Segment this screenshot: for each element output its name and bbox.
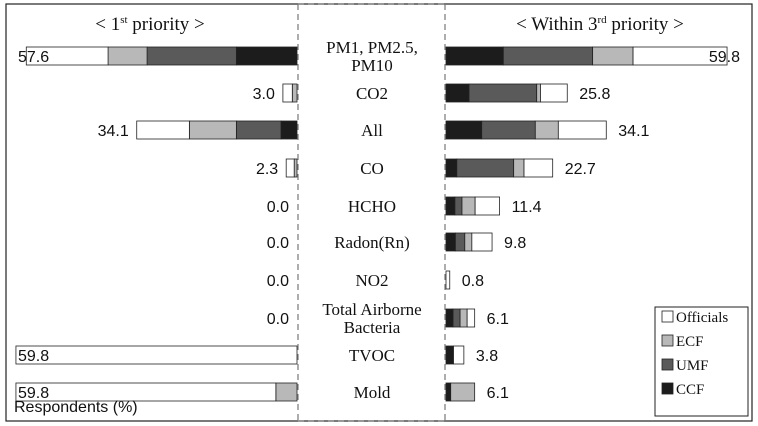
category-label: PM1, PM2.5, [326, 38, 418, 57]
value-label-left: 0.0 [267, 311, 289, 328]
bar-left-ecf [291, 83, 298, 103]
bar-right-ccf [445, 308, 454, 328]
bar-right-officials [474, 196, 500, 216]
bar-left-officials [25, 46, 109, 66]
bar-left-officials [285, 158, 295, 178]
legend-items: Officials ECF UMF CCF [661, 310, 728, 398]
value-label-right: 25.8 [579, 86, 610, 103]
bar-left-ecf [293, 158, 298, 178]
category-label: PM10 [351, 56, 393, 75]
bar-left-umf [235, 120, 282, 140]
x-axis-label: Respondents (%) [14, 399, 138, 416]
bar-right-umf [454, 196, 463, 216]
legend-label-ecf: ECF [676, 334, 704, 350]
bar-right-ccf [445, 196, 456, 216]
bar-right-ccf [445, 46, 504, 66]
right-panel-title: < Within 3rd priority > [516, 14, 684, 35]
category-label: Bacteria [344, 318, 401, 337]
value-label-left: 3.0 [253, 86, 275, 103]
value-label-left: 59.8 [18, 348, 49, 365]
bar-left-officials [15, 345, 298, 365]
bar-left-ccf [280, 120, 298, 140]
value-label-left: 0.0 [267, 235, 289, 252]
right-value-labels: 59.8 25.8 34.1 22.7 11.4 9.8 0.8 6.1 3.8 6.1 [462, 49, 740, 402]
bar-left-ecf [188, 120, 237, 140]
bar-left-ccf [235, 46, 298, 66]
bar-left-officials [15, 382, 277, 402]
value-label-left: 57.6 [18, 49, 49, 66]
bar-right-umf [481, 120, 536, 140]
bar-right-officials [557, 120, 607, 140]
legend-label-umf: UMF [676, 358, 709, 374]
legend-swatch-officials [661, 310, 674, 323]
legend: Officials ECF UMF CCF [654, 306, 749, 417]
bar-right-ccf [445, 382, 452, 402]
left-bars-group [15, 46, 298, 402]
bar-right-officials [540, 83, 568, 103]
value-label-right: 11.4 [512, 199, 542, 216]
legend-swatch-umf [661, 358, 674, 371]
bar-right-officials [453, 345, 465, 365]
bar-right-officials [471, 232, 493, 252]
left-value-labels: 57.6 3.0 34.1 2.3 0.0 0.0 0.0 0.0 59.8 59.8 [18, 49, 289, 402]
value-label-left: 34.1 [98, 123, 129, 140]
value-label-right: 9.8 [504, 235, 526, 252]
category-label: TVOC [349, 346, 395, 365]
value-label-right: 59.8 [709, 49, 740, 66]
legend-label-officials: Officials [676, 310, 728, 326]
bar-right-umf [456, 158, 515, 178]
legend-label-ccf: CCF [676, 382, 704, 398]
bar-right-ecf [450, 382, 476, 402]
bar-left-ecf [107, 46, 148, 66]
bar-right-ccf [445, 345, 454, 365]
bar-right-ecf [536, 83, 541, 103]
legend-swatch-ecf [661, 334, 674, 347]
right-bars-group [445, 46, 728, 402]
left-panel-title: < 1st priority > [95, 14, 205, 35]
value-label-left: 0.0 [267, 273, 289, 290]
bar-right-ccf [445, 83, 470, 103]
bar-right-ecf [513, 158, 525, 178]
bar-right-ccf [445, 120, 483, 140]
category-label: NO2 [355, 271, 388, 290]
bar-left-ecf [275, 382, 298, 402]
bar-right-umf [502, 46, 594, 66]
bar-right-ecf [459, 308, 468, 328]
bar-right-ecf [534, 120, 559, 140]
bar-right-ecf [464, 232, 473, 252]
value-label-right: 6.1 [487, 311, 509, 328]
bar-right-ccf [445, 158, 458, 178]
bar-left-officials [282, 83, 293, 103]
value-label-right: 0.8 [462, 273, 484, 290]
category-label: CO [360, 159, 384, 178]
bar-right-umf [452, 308, 461, 328]
bar-right-umf [468, 83, 538, 103]
bar-right-ecf [461, 196, 476, 216]
bar-right-ecf [592, 46, 634, 66]
value-label-right: 3.8 [476, 348, 498, 365]
value-label-left: 2.3 [256, 161, 278, 178]
bar-right-officials [445, 270, 451, 290]
category-label: All [361, 121, 383, 140]
bar-right-officials [523, 158, 554, 178]
category-label: Mold [354, 383, 391, 402]
legend-swatch-ccf [661, 382, 674, 395]
category-labels: PM1, PM2.5,PM10 CO2 All CO HCHO Radon(Rn) NO2 T… [322, 38, 421, 402]
bar-right-ccf [445, 232, 456, 252]
category-label: Total Airborne [322, 300, 421, 319]
value-label-right: 6.1 [487, 385, 509, 402]
value-label-right: 34.1 [618, 123, 649, 140]
value-label-right: 22.7 [565, 161, 596, 178]
bar-right-officials [632, 46, 728, 66]
bar-left-umf [146, 46, 237, 66]
value-label-left: 59.8 [18, 385, 49, 402]
bar-right-umf [454, 232, 466, 252]
category-label: CO2 [356, 84, 388, 103]
bar-left-officials [136, 120, 190, 140]
category-label: Radon(Rn) [334, 233, 410, 252]
bar-right-officials [466, 308, 476, 328]
value-label-left: 0.0 [267, 199, 289, 216]
category-label: HCHO [348, 197, 396, 216]
